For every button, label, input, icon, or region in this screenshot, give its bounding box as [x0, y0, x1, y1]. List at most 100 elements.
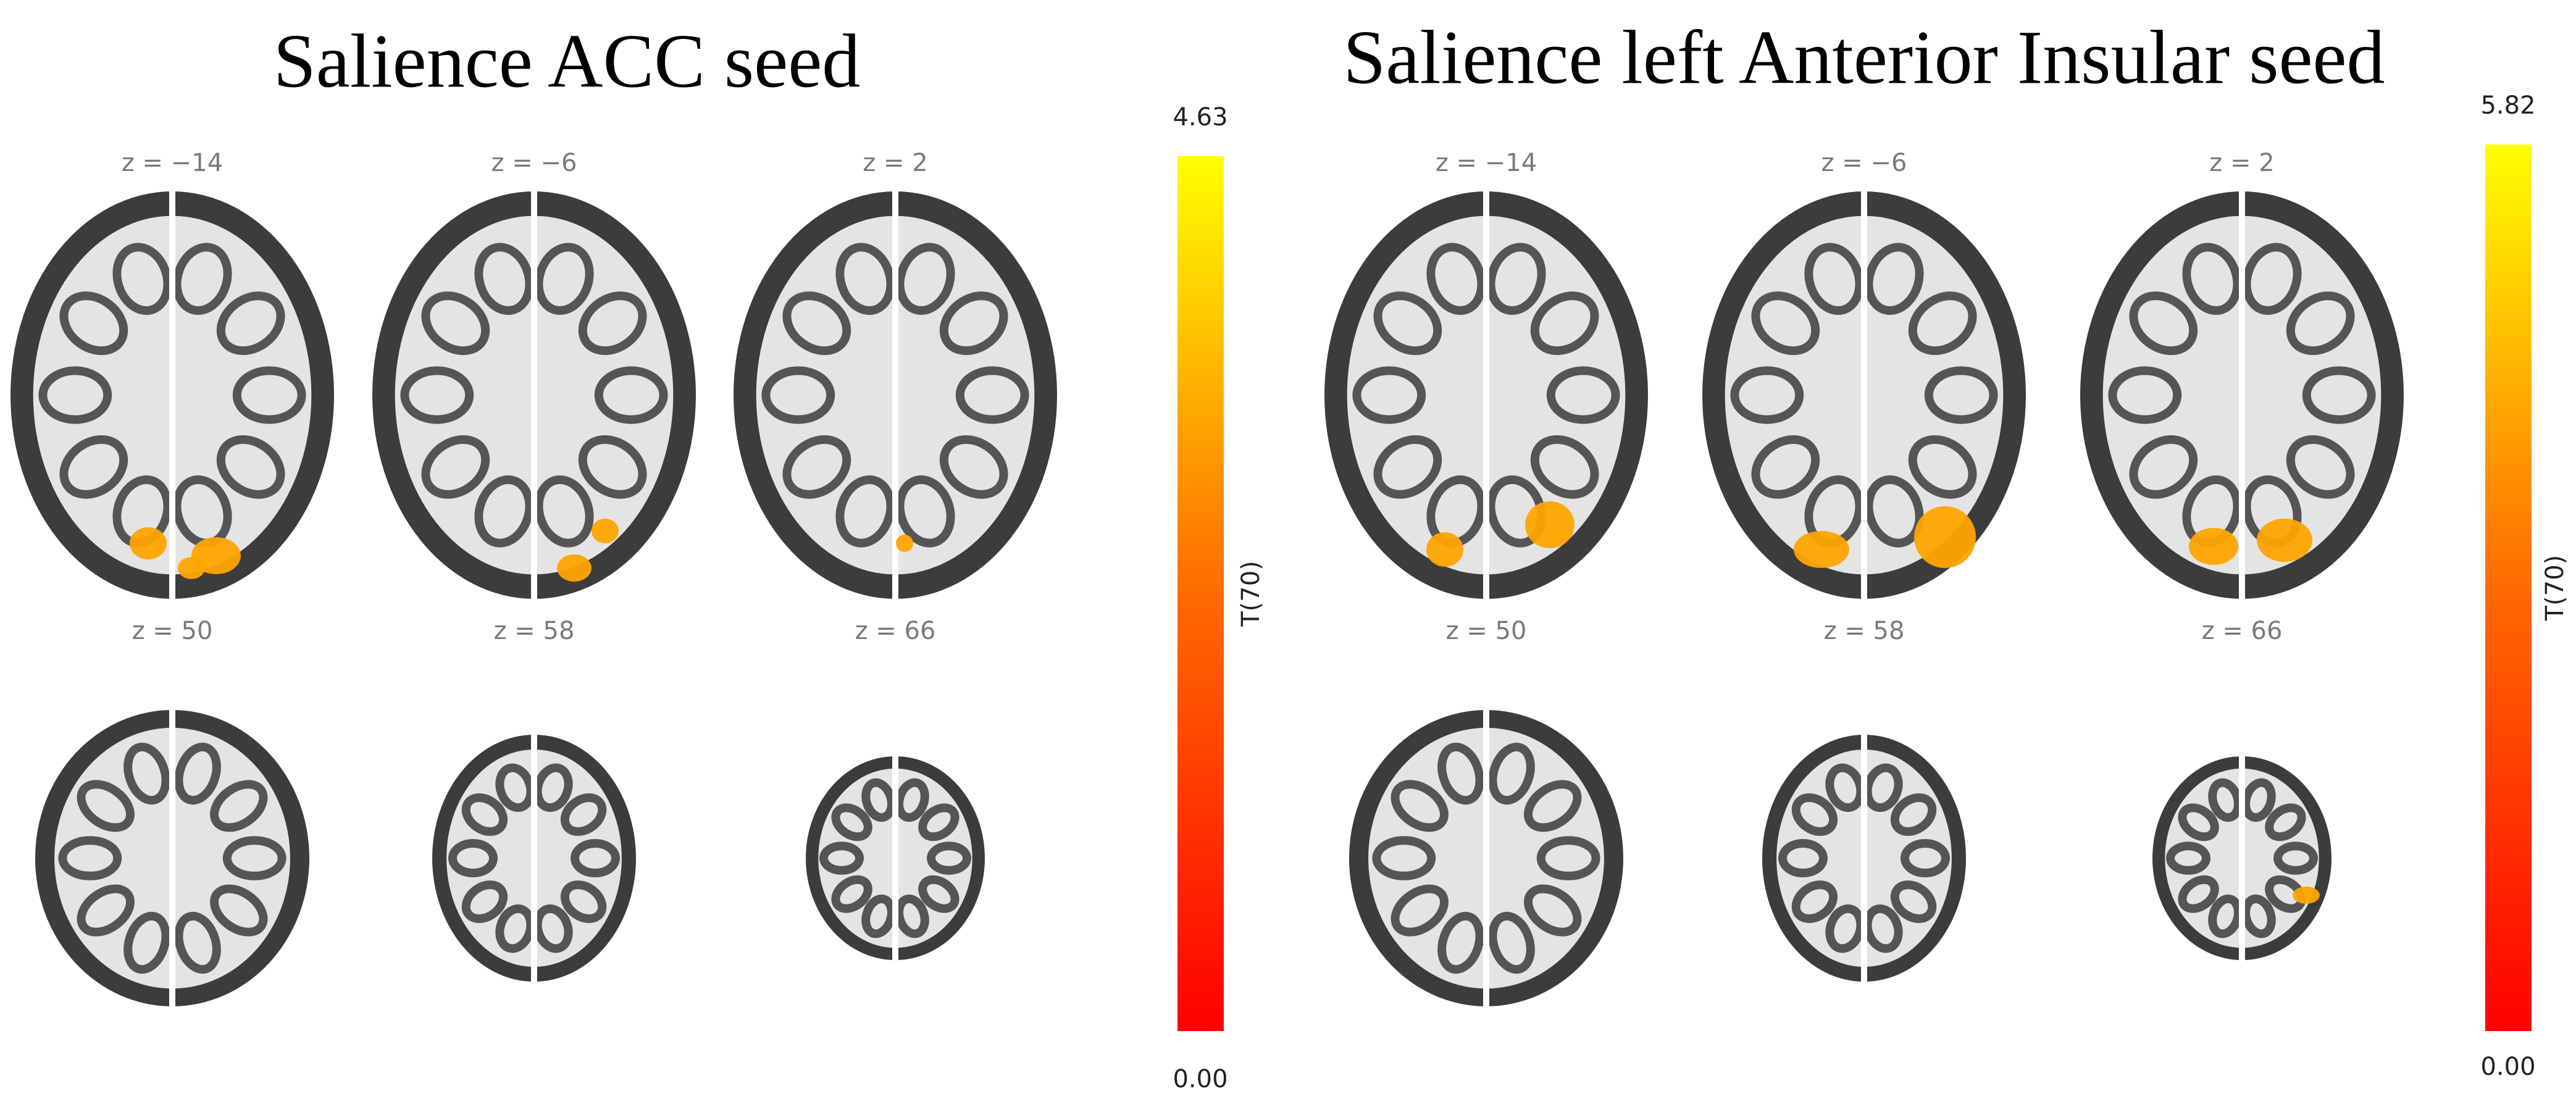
slice-label: z = −14: [122, 149, 223, 177]
brain-gyrus: [1890, 880, 1937, 923]
colorbar-max: 4.63: [1173, 103, 1227, 132]
brain-gyrus: [578, 435, 647, 499]
brain-gyrus: [59, 291, 128, 356]
brain-gyrus: [560, 880, 607, 923]
brain-gyrus: [2265, 875, 2306, 913]
brain-gyrus: [835, 243, 895, 315]
brain-slice: [806, 756, 985, 960]
colorbar-min: 0.00: [1173, 1065, 1227, 1093]
colorbar: [1177, 156, 1224, 1031]
brain-gyrus: [1791, 793, 1838, 836]
brain-gyrus: [533, 904, 573, 953]
brain-gyrus: [232, 366, 306, 424]
activation-blob: [1426, 532, 1463, 567]
brain-gyrus: [1488, 742, 1535, 805]
brain-gyrus: [495, 904, 535, 953]
brain-gyrus: [2286, 435, 2355, 499]
brain-slice: [432, 735, 636, 982]
brain-gyrus: [216, 291, 285, 356]
brain-gyrus: [1890, 793, 1937, 836]
brain-gyrus: [895, 475, 955, 548]
brain-gyrus: [831, 803, 872, 842]
brain-gyrus: [1908, 435, 1977, 499]
brain-gyrus: [895, 894, 929, 938]
brain-gyrus: [1530, 435, 1599, 499]
slice-label: z = 2: [863, 149, 927, 177]
brain-gyrus: [927, 842, 971, 875]
brain-slice: [1762, 735, 1966, 982]
activation-blob: [2293, 887, 2320, 904]
colorbar: [2485, 144, 2532, 1031]
brain-gyrus: [461, 793, 508, 836]
brain-gyrus: [1825, 904, 1865, 953]
brain-gyrus: [1524, 884, 1582, 937]
brain-gyrus: [123, 911, 170, 974]
brain-gyrus: [210, 884, 268, 937]
slice-label: z = −6: [1821, 149, 1907, 177]
brain-gyrus: [1373, 291, 1442, 356]
brain-gyrus: [38, 366, 112, 424]
colorbar-max: 5.82: [2480, 91, 2535, 120]
brain-gyrus: [1804, 243, 1864, 315]
brain-gyrus: [2178, 875, 2219, 913]
brain-gyrus: [2208, 778, 2243, 822]
slice-label: z = −6: [491, 149, 577, 177]
brain-gyrus: [2286, 291, 2355, 356]
brain-gyrus: [123, 742, 170, 805]
brain-gyrus: [571, 839, 620, 877]
activation-blob: [557, 554, 592, 582]
brain-gyrus: [1751, 291, 1820, 356]
brain-gyrus: [1437, 742, 1484, 805]
slice-label: z = 66: [2202, 617, 2283, 645]
brain-slice: [1349, 710, 1623, 1006]
slice-label: z = 58: [1824, 617, 1905, 645]
brain-gyrus: [819, 842, 864, 875]
brain-gyrus: [1530, 291, 1599, 356]
brain-gyrus: [782, 435, 851, 499]
brain-gyrus: [495, 763, 535, 812]
brain-gyrus: [1863, 904, 1903, 953]
brain-slice: [1324, 191, 1648, 599]
brain-gyrus: [1864, 475, 1924, 548]
brain-gyrus: [761, 366, 835, 424]
brain-gyrus: [1864, 243, 1924, 315]
brain-gyrus: [861, 894, 896, 938]
brain-gyrus: [474, 475, 534, 548]
slice-label: z = 2: [2209, 149, 2274, 177]
slice-label: z = 66: [855, 617, 936, 645]
brain-gyrus: [1536, 836, 1600, 880]
brain-gyrus: [1924, 366, 1998, 424]
brain-gyrus: [831, 875, 872, 913]
brain-gyrus: [2241, 778, 2276, 822]
brain-gyrus: [2129, 291, 2198, 356]
brain-gyrus: [1488, 911, 1535, 974]
activation-blob: [2257, 519, 2312, 562]
brain-gyrus: [222, 836, 286, 880]
panel-title: Salience ACC seed: [274, 19, 860, 103]
brain-gyrus: [2178, 803, 2219, 842]
brain-gyrus: [533, 763, 573, 812]
brain-gyrus: [448, 838, 498, 878]
brain-slice: [372, 191, 696, 599]
brain-slice: [35, 710, 309, 1006]
brain-gyrus: [1437, 911, 1484, 974]
brain-gyrus: [1825, 763, 1865, 812]
brain-gyrus: [939, 291, 1008, 356]
brain-gyrus: [534, 243, 594, 315]
activation-blob: [178, 557, 205, 579]
brain-gyrus: [2208, 894, 2243, 938]
brain-gyrus: [112, 243, 172, 315]
brain-gyrus: [1863, 763, 1903, 812]
brain-gyrus: [534, 475, 594, 548]
brain-gyrus: [77, 884, 135, 937]
brain-gyrus: [861, 778, 896, 822]
brain-gyrus: [2302, 366, 2376, 424]
brain-gyrus: [174, 742, 221, 805]
brain-gyrus: [560, 793, 607, 836]
brain-gyrus: [1373, 435, 1442, 499]
brain-gyrus: [1390, 780, 1449, 832]
brain-gyrus: [2129, 435, 2198, 499]
brain-gyrus: [474, 243, 534, 315]
brain-gyrus: [782, 291, 851, 356]
